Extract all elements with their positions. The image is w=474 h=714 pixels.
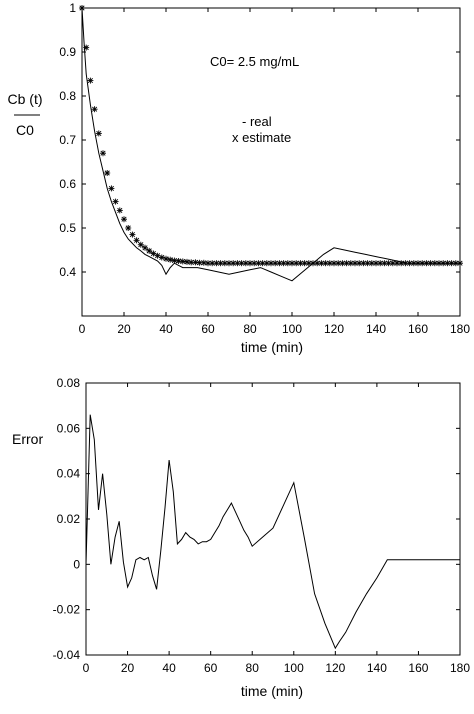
x-tick-label: 180: [450, 661, 470, 675]
series-real-line: [81, 7, 460, 282]
estimate-point: [87, 77, 94, 84]
estimate-point: [381, 260, 388, 267]
y-axis-label-denominator: C0: [16, 122, 34, 138]
x-tick-label: 120: [325, 661, 345, 675]
legend-real: - real: [242, 114, 272, 129]
y-tick-label: 0.08: [57, 376, 81, 390]
y-axis-ticks: -0.04 -0.02 0 0.02 0.04 0.06 0.08: [53, 376, 460, 662]
estimate-point: [125, 225, 132, 231]
estimate-point: [91, 106, 98, 113]
x-tick-label: 60: [204, 661, 218, 675]
x-tick-label: 140: [366, 322, 386, 336]
estimate-point: [226, 260, 232, 267]
series-error-line: [85, 414, 460, 650]
x-tick-label: 140: [367, 661, 387, 675]
estimate-point: [255, 260, 262, 267]
x-tick-label: 0: [83, 661, 90, 675]
x-tick-label: 20: [117, 322, 131, 336]
estimate-point: [146, 247, 153, 254]
x-axis-ticks: 0 20 40 60 80 100 120 140 160 180: [83, 383, 470, 675]
x-tick-label: 160: [408, 322, 428, 336]
plot-frame: [81, 7, 461, 317]
x-axis-label: time (min): [241, 339, 303, 355]
estimate-point: [95, 130, 102, 137]
y-axis-ticks: 0.4 0.5 0.6 0.7 0.8 0.9 1: [59, 1, 460, 279]
y-tick-label: -0.02: [53, 603, 81, 617]
x-tick-label: 160: [408, 661, 428, 675]
estimate-point: [394, 260, 400, 267]
y-tick-label: 0.9: [59, 45, 76, 59]
estimate-point: [112, 198, 119, 205]
estimate-point: [192, 259, 199, 266]
estimate-point: [137, 241, 144, 248]
estimate-point: [104, 170, 111, 176]
y-tick-label: 0.4: [59, 265, 76, 279]
estimate-point: [121, 216, 127, 223]
estimate-point: [79, 5, 85, 11]
concentration-chart: 0 20 40 60 80 100 120 140 160 180 0.4 0.5 0.6 0.7 0.8…: [8, 1, 471, 355]
estimate-point: [167, 256, 174, 263]
estimate-point: [83, 44, 90, 51]
x-tick-label: 40: [162, 661, 176, 675]
x-axis-label: time (min): [241, 683, 303, 699]
legend-estimate: x estimate: [232, 130, 291, 145]
estimate-point: [116, 207, 123, 214]
x-tick-label: 40: [159, 322, 173, 336]
estimate-point: [431, 260, 438, 267]
series-estimate-markers: [79, 5, 463, 267]
estimate-point: [289, 260, 295, 267]
y-tick-label: 0.5: [59, 221, 76, 235]
estimate-point: [142, 244, 148, 251]
y-tick-label: 1: [69, 1, 76, 15]
y-tick-label: 0: [73, 557, 80, 571]
y-tick-label: 0.7: [59, 133, 76, 147]
estimate-point: [310, 260, 316, 267]
x-tick-label: 60: [201, 322, 215, 336]
x-tick-label: 120: [324, 322, 344, 336]
x-tick-label: 100: [282, 322, 302, 336]
y-tick-label: 0.02: [57, 512, 81, 526]
plot-frame: [85, 382, 461, 656]
estimate-point: [133, 237, 140, 244]
y-tick-label: 0.04: [57, 467, 81, 481]
y-tick-label: -0.04: [53, 648, 81, 662]
annotation-c0: C0= 2.5 mg/mL: [210, 54, 299, 69]
x-tick-label: 20: [121, 661, 135, 675]
x-axis-ticks: 0 20 40 60 80 100 120 140 160 180: [79, 8, 470, 336]
x-tick-label: 100: [284, 661, 304, 675]
x-tick-label: 0: [79, 322, 86, 336]
error-chart: 0 20 40 60 80 100 120 140 160 180 -0.04 -0.02 0 0.02…: [12, 376, 470, 699]
y-tick-label: 0.8: [59, 89, 76, 103]
estimate-point: [347, 260, 354, 267]
y-tick-label: 0.6: [59, 177, 76, 191]
estimate-point: [268, 260, 274, 267]
estimate-point: [297, 260, 304, 267]
y-axis-label-numerator: Cb (t): [8, 91, 43, 107]
estimate-point: [171, 257, 178, 264]
estimate-point: [234, 260, 241, 267]
estimate-point: [129, 231, 136, 238]
x-tick-label: 80: [246, 661, 260, 675]
estimate-point: [318, 260, 325, 267]
x-tick-label: 180: [450, 322, 470, 336]
estimate-point: [163, 255, 169, 262]
estimate-point: [196, 259, 203, 266]
estimate-point: [352, 260, 358, 267]
estimate-point: [100, 150, 106, 157]
estimate-point: [293, 260, 300, 267]
estimate-point: [427, 260, 434, 267]
estimate-point: [158, 254, 165, 261]
estimate-point: [263, 260, 270, 267]
estimate-point: [108, 185, 115, 192]
y-tick-label: 0.06: [57, 421, 81, 435]
y-axis-label: Error: [12, 431, 43, 447]
x-tick-label: 80: [243, 322, 257, 336]
estimate-point: [457, 260, 463, 267]
